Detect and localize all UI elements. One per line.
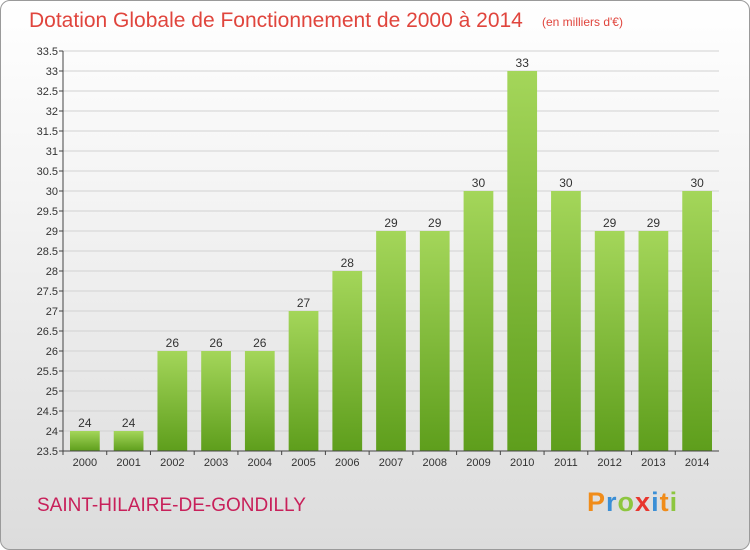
bar-2014 — [682, 191, 713, 451]
x-tick-label: 2013 — [641, 457, 665, 469]
x-tick-label: 2006 — [335, 457, 359, 469]
bar-2010 — [507, 71, 538, 451]
commune-name: SAINT-HILAIRE-DE-GONDILLY — [37, 495, 306, 516]
data-label: 30 — [472, 176, 486, 190]
data-label: 24 — [122, 416, 136, 430]
y-tick-label: 25 — [46, 386, 58, 398]
bar-2013 — [638, 231, 669, 451]
y-tick-label: 28 — [46, 266, 58, 278]
bar-2003 — [201, 351, 231, 451]
y-tick-label: 31 — [46, 146, 58, 158]
y-tick-label: 23.5 — [37, 446, 58, 458]
bar-2012 — [594, 231, 625, 451]
x-tick-label: 2005 — [291, 457, 315, 469]
data-label: 29 — [647, 216, 661, 230]
logo-letter: i — [651, 487, 660, 517]
x-tick-label: 2007 — [379, 457, 403, 469]
data-label: 30 — [559, 176, 573, 190]
data-label: 24 — [78, 416, 92, 430]
logo-letter: x — [635, 487, 652, 517]
logo-letter: r — [606, 487, 618, 517]
bar-2001 — [113, 431, 144, 451]
logo-letter: t — [659, 487, 670, 517]
y-tick-label: 32 — [46, 106, 58, 118]
proxiti-logo[interactable]: Proxiti — [587, 487, 678, 518]
data-label: 29 — [428, 216, 442, 230]
y-tick-label: 28.5 — [37, 246, 58, 258]
y-tick-label: 27.5 — [37, 286, 58, 298]
axes — [59, 50, 719, 455]
y-tick-label: 29.5 — [37, 206, 58, 218]
data-label: 26 — [209, 336, 223, 350]
data-label: 33 — [516, 56, 530, 70]
x-tick-label: 2001 — [116, 457, 140, 469]
data-label: 29 — [603, 216, 617, 230]
y-tick-label: 30.5 — [37, 166, 58, 178]
bar-2008 — [419, 231, 450, 451]
x-tick-label: 2012 — [597, 457, 621, 469]
bar-2011 — [551, 191, 581, 451]
y-tick-label: 26 — [46, 346, 58, 358]
data-label: 26 — [166, 336, 180, 350]
y-tick-label: 27 — [46, 306, 58, 318]
logo-letter: o — [617, 487, 636, 517]
x-tick-label: 2004 — [248, 457, 272, 469]
x-tick-label: 2003 — [204, 457, 228, 469]
bar-2005 — [288, 311, 319, 451]
y-tick-label: 26.5 — [37, 326, 58, 338]
y-tick-label: 31.5 — [37, 126, 58, 138]
labels: 23.5 24 24.5 25 25.5 26 26.5 27 27.5 28 28.5 29 29.5… — [37, 46, 710, 469]
chart-unit: (en milliers d'€) — [542, 15, 623, 29]
data-label: 28 — [341, 256, 355, 270]
x-tick-label: 2008 — [422, 457, 446, 469]
bar-2006 — [332, 271, 363, 451]
data-label: 29 — [384, 216, 398, 230]
data-label: 26 — [253, 336, 267, 350]
y-tick-label: 25.5 — [37, 366, 58, 378]
x-tick-label: 2014 — [685, 457, 709, 469]
y-tick-label: 24 — [46, 426, 58, 438]
logo-letter: i — [669, 487, 679, 517]
y-tick-label: 29 — [46, 226, 58, 238]
y-tick-label: 33 — [46, 66, 58, 78]
x-tick-label: 2002 — [160, 457, 184, 469]
chart-title: Dotation Globale de Fonctionnement de 20… — [29, 9, 523, 32]
data-label: 27 — [297, 296, 311, 310]
bar-2009 — [463, 191, 494, 451]
x-tick-label: 2011 — [554, 457, 578, 469]
y-tick-label: 32.5 — [37, 86, 58, 98]
y-tick-label: 30 — [46, 186, 58, 198]
bar-2000 — [69, 431, 100, 451]
x-tick-label: 2000 — [73, 457, 97, 469]
logo-letter: P — [587, 487, 607, 517]
bars — [69, 71, 713, 451]
y-tick-label: 33.5 — [37, 46, 58, 58]
data-label: 30 — [690, 176, 704, 190]
x-tick-label: 2009 — [466, 457, 490, 469]
bar-2002 — [157, 351, 188, 451]
bar-2007 — [376, 231, 406, 451]
bar-2004 — [244, 351, 275, 451]
y-tick-label: 24.5 — [37, 406, 58, 418]
x-tick-label: 2010 — [510, 457, 534, 469]
